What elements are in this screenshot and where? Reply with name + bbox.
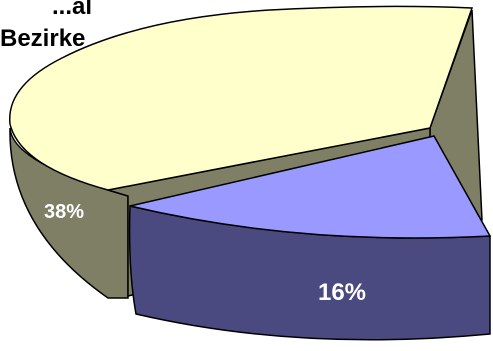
pie-slice-38-label: 38% — [44, 201, 84, 223]
pie-slice-16-top — [129, 135, 492, 239]
pie-slice-38-side-left — [9, 127, 129, 299]
pie-slice-16-label: 16% — [318, 279, 366, 306]
chart-title-line-2: Bezirke — [0, 25, 85, 52]
pie-slice-16: 16% — [128, 135, 492, 341]
pie-slice-38-top — [9, 5, 474, 191]
chart-title-line-1: ...al — [52, 0, 92, 20]
chart-title: ...al Bezirke — [0, 0, 92, 52]
